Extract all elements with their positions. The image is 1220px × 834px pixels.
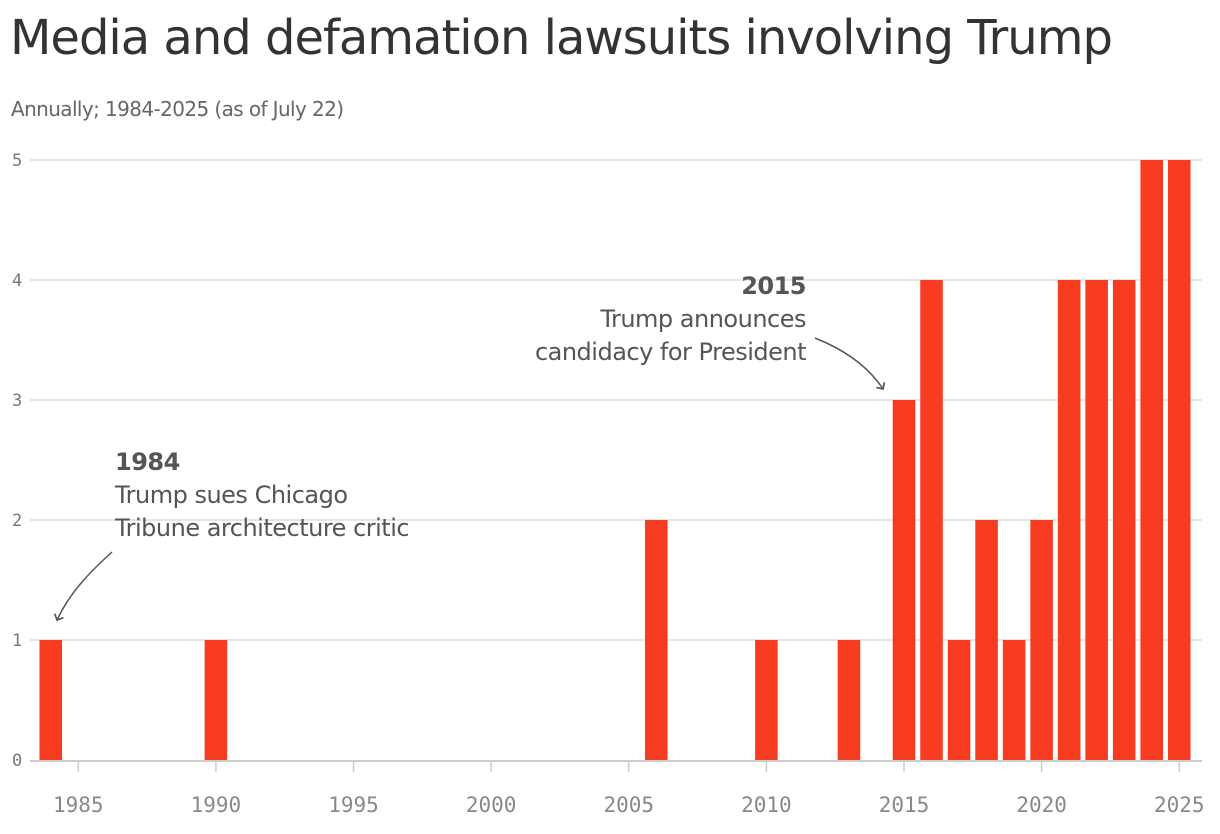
bar-1984 — [39, 640, 63, 760]
annotation-2015: 2015 Trump announces candidacy for Preside… — [535, 272, 886, 390]
bar-2017 — [947, 640, 971, 760]
bar-2023 — [1112, 280, 1136, 760]
bar-2021 — [1057, 280, 1081, 760]
annotation-text: candidacy for President — [535, 338, 806, 366]
bar-2016 — [920, 280, 943, 760]
bar-2019 — [1002, 640, 1026, 760]
bar-2006 — [645, 520, 668, 760]
grid-lines — [30, 159, 1202, 641]
annotation-1984: 1984 Trump sues Chicago Tribune architectu… — [53, 448, 410, 622]
x-tick-label: 2010 — [741, 793, 792, 817]
bars — [39, 160, 1191, 760]
x-tick-label: 2005 — [603, 793, 654, 817]
bar-2010 — [755, 640, 778, 760]
annotation-arrow-icon — [814, 337, 886, 390]
annotation-text: Trump announces — [599, 305, 806, 333]
y-tick-label: 2 — [12, 511, 22, 531]
bar-2013 — [837, 640, 861, 760]
bar-1990 — [204, 640, 228, 760]
x-tick-label: 2000 — [466, 793, 517, 817]
y-tick-label: 1 — [12, 631, 22, 651]
chart-title: Media and defamation lawsuits involving … — [10, 10, 1113, 66]
annotation-text: Tribune architecture critic — [114, 514, 409, 542]
annotation-text: Trump sues Chicago — [114, 481, 348, 509]
x-tick-label: 1985 — [53, 793, 104, 817]
chart-subtitle: Annually; 1984-2025 (as of July 22) — [11, 97, 344, 121]
x-axis: 1985 1990 1995 2000 2005 2010 2015 2020 2025 — [53, 762, 1205, 817]
annotations: 1984 Trump sues Chicago Tribune architectu… — [53, 272, 886, 622]
bar-2018 — [975, 520, 998, 760]
bar-2025 — [1167, 160, 1191, 760]
bar-2015 — [892, 400, 916, 760]
annotation-arrow-icon — [53, 551, 113, 622]
bar-2022 — [1085, 280, 1108, 760]
bar-2024 — [1140, 160, 1163, 760]
x-tick-label: 1990 — [191, 793, 242, 817]
y-tick-label: 4 — [12, 271, 22, 291]
y-tick-label: 5 — [12, 151, 22, 171]
x-tick-label: 1995 — [328, 793, 379, 817]
x-tick-label: 2015 — [879, 793, 930, 817]
y-tick-label: 0 — [12, 751, 22, 771]
annotation-heading: 2015 — [741, 272, 806, 300]
x-tick-label: 2025 — [1154, 793, 1205, 817]
annotation-heading: 1984 — [115, 448, 180, 476]
y-tick-label: 3 — [12, 391, 22, 411]
bar-2020 — [1030, 520, 1053, 760]
y-axis: 0 1 2 3 4 5 — [12, 151, 22, 771]
x-tick-label: 2020 — [1016, 793, 1067, 817]
